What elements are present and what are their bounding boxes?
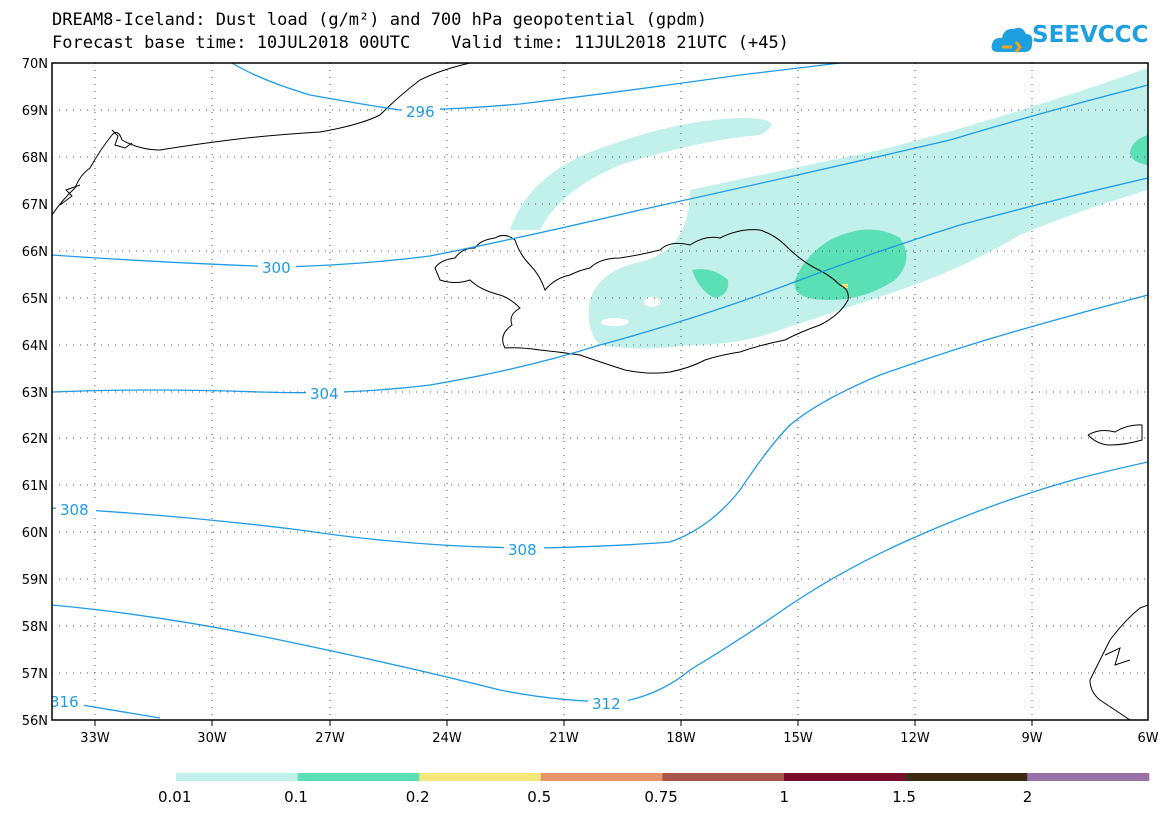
lon-label: 21W xyxy=(549,731,579,746)
lon-label: 18W xyxy=(666,731,696,746)
legend-swatch xyxy=(419,773,542,781)
contour-label: 300 xyxy=(262,259,291,277)
lat-label: 56N xyxy=(22,714,48,729)
lat-label: 66N xyxy=(22,245,48,260)
lat-label: 60N xyxy=(22,526,48,541)
coastline xyxy=(51,62,1149,721)
dust-area-low xyxy=(510,68,1148,349)
lon-label: 24W xyxy=(432,731,462,746)
geopotential-contours xyxy=(51,62,1149,719)
lon-label: 9W xyxy=(1021,731,1042,746)
legend-label: 0.75 xyxy=(644,788,678,806)
legend-label: 1.5 xyxy=(892,788,916,806)
map-title: DREAM8-Iceland: Dust load (g/m²) and 700… xyxy=(52,10,708,30)
contour-label: 308 xyxy=(60,501,89,519)
lon-label: 33W xyxy=(80,731,110,746)
dust-area-high xyxy=(842,284,848,288)
lat-label: 67N xyxy=(22,198,48,213)
legend-swatch xyxy=(540,773,663,781)
lat-label: 64N xyxy=(22,339,48,354)
legend-swatch xyxy=(176,773,299,781)
lat-label: 57N xyxy=(22,667,48,682)
legend-colorbar xyxy=(176,773,1150,781)
lon-label: 27W xyxy=(315,731,345,746)
legend-label: 2 xyxy=(1022,788,1033,806)
lon-label: 12W xyxy=(900,731,930,746)
legend-label: 1 xyxy=(779,788,790,806)
lat-label: 65N xyxy=(22,292,48,307)
lat-label: 58N xyxy=(22,620,48,635)
map-subtitle: Forecast base time: 10JUL2018 00UTC Vali… xyxy=(52,33,789,53)
legend-swatch xyxy=(662,773,785,781)
map-frame xyxy=(51,62,1149,721)
lat-label: 63N xyxy=(22,386,48,401)
lat-label: 62N xyxy=(22,432,48,447)
legend-swatch xyxy=(1027,773,1150,781)
lat-label: 61N xyxy=(22,479,48,494)
contour-label: 312 xyxy=(592,695,621,713)
lat-label: 70N xyxy=(22,57,48,72)
lon-label: 30W xyxy=(197,731,227,746)
dust-area-medium xyxy=(692,135,1148,300)
lon-label: 6W xyxy=(1137,731,1158,746)
cloud-icon xyxy=(991,27,1033,53)
contour-label: 296 xyxy=(406,103,435,121)
legend-label: 0.1 xyxy=(284,788,308,806)
contour-label: 316 xyxy=(50,693,79,711)
graticule xyxy=(52,63,1148,720)
legend-swatch xyxy=(784,773,907,781)
legend-swatch xyxy=(905,773,1028,781)
contour-label: 308 xyxy=(508,541,537,559)
lat-label: 59N xyxy=(22,573,48,588)
contour-label: 304 xyxy=(310,385,339,403)
legend-label: 0.2 xyxy=(405,788,430,806)
lat-label: 68N xyxy=(22,151,48,166)
lat-label: 69N xyxy=(22,104,48,119)
logo-text: SEEVCCC xyxy=(1032,22,1149,48)
legend-swatch xyxy=(297,773,420,781)
legend-label: 0.01 xyxy=(158,788,192,806)
lon-label: 15W xyxy=(783,731,813,746)
legend-label: 0.5 xyxy=(527,788,552,806)
